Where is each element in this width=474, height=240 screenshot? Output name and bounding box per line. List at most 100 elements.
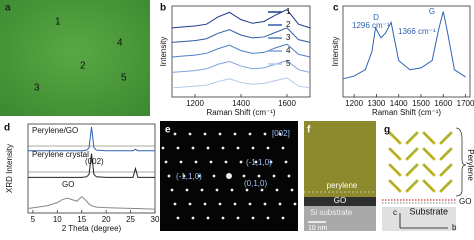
x-tick-label: 1400 bbox=[232, 99, 250, 108]
x-tick-label: 1700 bbox=[457, 99, 474, 108]
spot bbox=[233, 202, 237, 206]
spot bbox=[248, 202, 252, 206]
molecule bbox=[422, 163, 436, 177]
molecule bbox=[422, 179, 436, 193]
layer-label: perylene bbox=[327, 181, 358, 190]
spot bbox=[191, 146, 195, 150]
panel-label: e bbox=[165, 125, 171, 136]
molecule bbox=[388, 131, 402, 145]
molecule bbox=[422, 147, 436, 161]
layer-label: Si substrate bbox=[310, 208, 353, 217]
spot bbox=[221, 216, 225, 220]
spot bbox=[173, 132, 177, 136]
spot bbox=[224, 160, 228, 164]
axis-label: b bbox=[452, 223, 457, 232]
spot-label: (-1,1,0) bbox=[246, 158, 272, 167]
x-tick-label: 30 bbox=[151, 215, 160, 224]
spot bbox=[230, 188, 234, 192]
molecule bbox=[405, 163, 419, 177]
marker: 5 bbox=[121, 73, 127, 84]
spot bbox=[278, 202, 282, 206]
x-axis-label: 2 Theta (degree) bbox=[62, 224, 122, 233]
spot bbox=[200, 188, 204, 192]
spot bbox=[263, 132, 267, 136]
x-tick-label: 1600 bbox=[278, 99, 296, 108]
annotation: 1296 cm⁻¹ bbox=[352, 21, 390, 30]
spot bbox=[161, 146, 165, 150]
spot bbox=[179, 160, 183, 164]
spot bbox=[260, 188, 264, 192]
panel-label: a bbox=[5, 3, 11, 14]
layer-label: GO bbox=[334, 196, 346, 205]
spot bbox=[242, 174, 246, 178]
series-line bbox=[171, 60, 311, 73]
y-axis-label: Intensity bbox=[159, 37, 168, 67]
spot bbox=[236, 216, 240, 220]
spot bbox=[269, 160, 273, 164]
molecule bbox=[388, 179, 402, 193]
figure: a 1 2 3 4 5 e [002] (-1,1,0) (-1,1,0) (0… bbox=[0, 0, 474, 233]
x-tick-label: 1600 bbox=[434, 99, 452, 108]
spot bbox=[188, 202, 192, 206]
annotation: D bbox=[373, 13, 379, 22]
spot bbox=[182, 174, 186, 178]
spot bbox=[251, 146, 255, 150]
x-tick-label: 1300 bbox=[368, 99, 386, 108]
molecule bbox=[405, 179, 419, 193]
perylene-layer bbox=[304, 121, 376, 197]
layer-label: GO bbox=[459, 197, 471, 206]
plot-frame bbox=[27, 123, 156, 214]
series-line bbox=[342, 11, 466, 80]
spot bbox=[194, 160, 198, 164]
panel-label: g bbox=[384, 125, 390, 136]
x-axis-label: Raman Shift (cm⁻¹) bbox=[206, 108, 275, 117]
spot bbox=[275, 188, 279, 192]
spot bbox=[290, 188, 294, 192]
spot bbox=[266, 216, 270, 220]
go-layer bbox=[304, 197, 376, 206]
spot bbox=[251, 216, 255, 220]
x-axis-label: Raman Shift (cm⁻¹) bbox=[372, 108, 441, 117]
molecule bbox=[388, 163, 402, 177]
spot-label: (-1,1,0) bbox=[176, 172, 202, 181]
series-line bbox=[171, 27, 311, 43]
molecule bbox=[388, 147, 402, 161]
panel-label: c bbox=[333, 3, 339, 14]
brace bbox=[455, 127, 467, 197]
x-tick-label: 1500 bbox=[412, 99, 430, 108]
spot bbox=[221, 146, 225, 150]
spot bbox=[164, 160, 168, 164]
molecule bbox=[439, 179, 453, 193]
x-tick-label: 10 bbox=[53, 215, 62, 224]
series-line bbox=[28, 153, 155, 178]
spot bbox=[203, 202, 207, 206]
spot-label: (0,1,0) bbox=[244, 179, 267, 188]
spot bbox=[167, 174, 171, 178]
annotation: G bbox=[429, 7, 435, 16]
series-line bbox=[171, 9, 311, 29]
spot bbox=[203, 132, 207, 136]
y-axis-label: XRD Intensity bbox=[5, 144, 14, 193]
series-line bbox=[171, 77, 311, 89]
series-line bbox=[28, 126, 155, 152]
plot-frame bbox=[342, 5, 471, 98]
spot bbox=[185, 188, 189, 192]
x-tick-label: 1200 bbox=[345, 99, 363, 108]
substrate bbox=[382, 207, 456, 231]
molecule bbox=[439, 131, 453, 145]
marker: 2 bbox=[80, 61, 86, 72]
spot bbox=[188, 132, 192, 136]
legend-label: 3 bbox=[286, 33, 291, 42]
molecules bbox=[388, 131, 453, 193]
marker: 1 bbox=[55, 17, 61, 28]
zone-axis: [002] bbox=[272, 129, 290, 138]
x-tick-label: 5 bbox=[31, 215, 36, 224]
substrate-layer bbox=[304, 206, 376, 231]
molecule bbox=[405, 147, 419, 161]
spot bbox=[215, 188, 219, 192]
axis-label: c bbox=[393, 208, 397, 217]
legend-label: 4 bbox=[286, 46, 291, 55]
spot bbox=[266, 146, 270, 150]
series-line bbox=[27, 196, 156, 210]
spot bbox=[209, 160, 213, 164]
